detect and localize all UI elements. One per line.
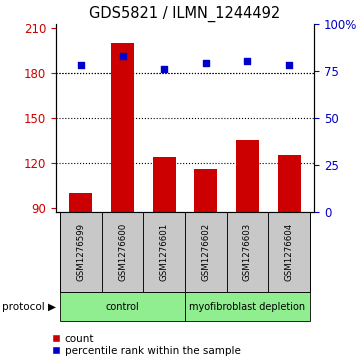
Point xyxy=(78,62,84,68)
Bar xyxy=(278,155,301,212)
Text: control: control xyxy=(106,302,139,312)
Bar xyxy=(143,212,185,292)
Text: GSM1276599: GSM1276599 xyxy=(77,223,86,281)
Text: GSM1276604: GSM1276604 xyxy=(284,223,293,281)
Bar xyxy=(185,292,310,321)
Text: myofibroblast depletion: myofibroblast depletion xyxy=(190,302,305,312)
Bar xyxy=(185,212,227,292)
Title: GDS5821 / ILMN_1244492: GDS5821 / ILMN_1244492 xyxy=(90,6,280,22)
Bar xyxy=(69,193,92,212)
Bar xyxy=(60,212,102,292)
Bar xyxy=(194,169,217,212)
Bar xyxy=(102,212,143,292)
Bar xyxy=(268,212,310,292)
Bar xyxy=(60,292,185,321)
Text: GSM1276601: GSM1276601 xyxy=(160,223,169,281)
Text: protocol ▶: protocol ▶ xyxy=(2,302,56,312)
Point xyxy=(203,60,209,66)
Point xyxy=(120,53,126,58)
Text: GSM1276602: GSM1276602 xyxy=(201,223,210,281)
Bar xyxy=(227,212,268,292)
Point xyxy=(161,66,167,72)
Bar xyxy=(153,157,176,212)
Text: GSM1276603: GSM1276603 xyxy=(243,223,252,281)
Point xyxy=(286,62,292,68)
Text: GSM1276600: GSM1276600 xyxy=(118,223,127,281)
Bar xyxy=(111,43,134,212)
Point xyxy=(244,58,250,64)
Legend: count, percentile rank within the sample: count, percentile rank within the sample xyxy=(52,334,240,356)
Bar xyxy=(236,140,259,212)
